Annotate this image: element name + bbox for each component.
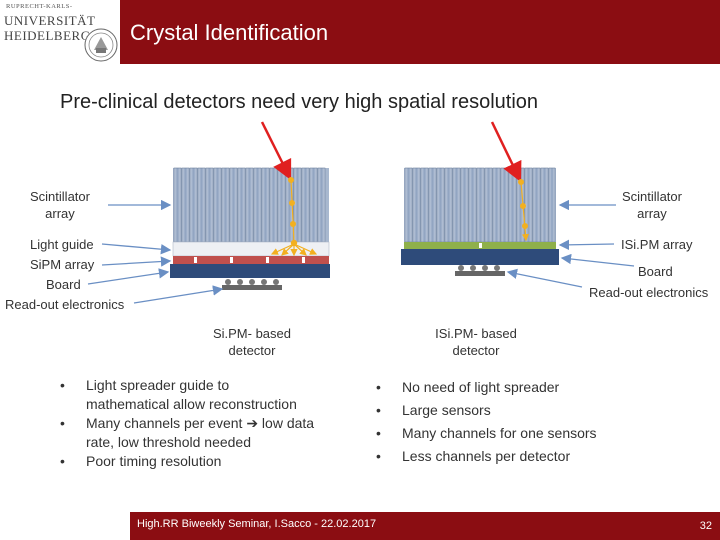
detector-diagrams [87,121,635,304]
university-logo: RUPRECHT-KARLS- UNIVERSITÄT HEIDELBERG [0,0,120,64]
left-label-board: Board [46,277,81,292]
right-board [401,249,559,265]
logo-text-line2: UNIVERSITÄT [4,13,96,28]
left-sipm-array [173,256,329,264]
left-bullet-list: • Light spreader guide to mathematical a… [60,376,360,471]
left-board [170,264,330,278]
right-label-board: Board [638,264,673,279]
logo-text-line3: HEIDELBERG [4,28,91,43]
left-label-light-guide: Light guide [30,237,94,252]
list-item: • Less channels per detector [376,448,571,464]
right-label-readout: Read-out electronics [589,285,709,300]
university-seal-icon [84,28,118,62]
list-item: • Light spreader guide to mathematical a… [60,377,297,412]
footer-text: High.RR Biweekly Seminar, I.Sacco - 22.0… [137,518,377,530]
slide-title: Crystal Identification [130,20,329,45]
list-item: • Many channels per event ➔ low data rat… [60,415,315,450]
slide-subtitle: Pre-clinical detectors need very high sp… [60,91,539,113]
page-number: 32 [699,520,712,532]
title-bar: Crystal Identification [120,0,720,64]
left-label-scintillator: Scintillator array [30,189,90,221]
list-item: • Poor timing resolution [60,453,222,469]
right-bullet-list: • No need of light spreader • Large sensor… [376,376,666,468]
logo-text-line1: RUPRECHT-KARLS- [6,3,73,10]
right-label-isipm-array: ISi.PM array [621,237,693,252]
list-item: • Large sensors [376,402,491,418]
left-detector [87,121,330,304]
left-readout-electronics [222,279,282,290]
list-item: • Many channels for one sensors [376,425,597,441]
left-label-sipm-array: SiPM array [30,257,95,272]
right-detector-caption: ISi.PM- based detector [435,326,517,358]
right-isipm-array [404,242,556,249]
footer-bar: High.RR Biweekly Seminar, I.Sacco - 22.0… [130,512,720,540]
left-label-readout: Read-out electronics [5,297,125,312]
list-item: • No need of light spreader [376,379,560,395]
right-label-scintillator: Scintillator array [622,189,682,221]
left-detector-caption: Si.PM- based detector [212,326,292,358]
right-readout-electronics [455,265,505,276]
left-scintillator-array [173,167,329,243]
right-scintillator-array [404,167,556,243]
right-detector [401,121,635,288]
